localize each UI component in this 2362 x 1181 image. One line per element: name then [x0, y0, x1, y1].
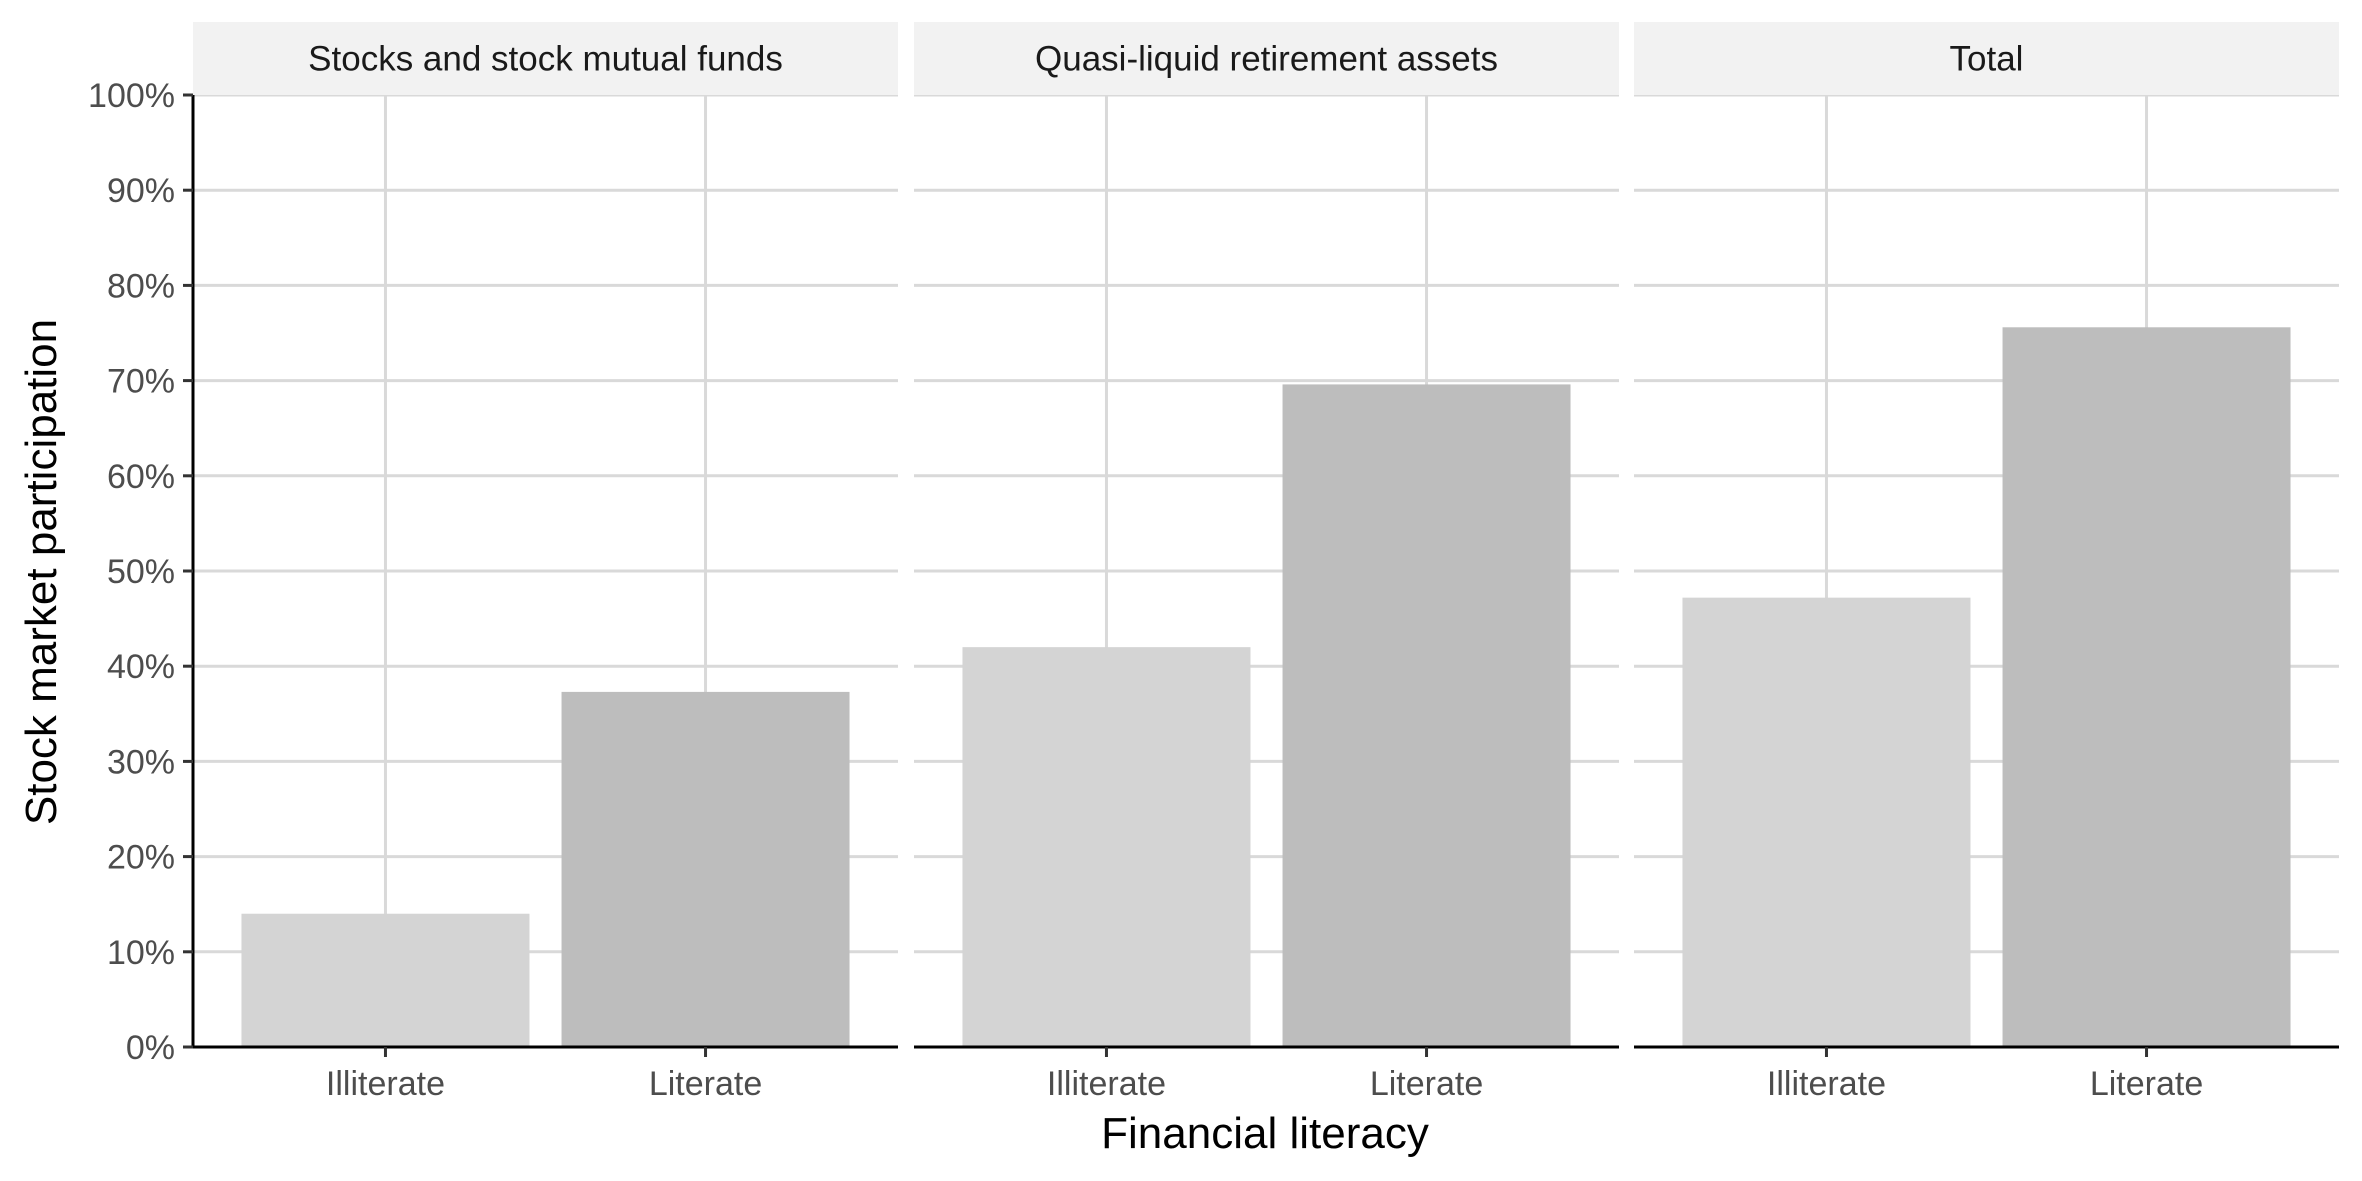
x-tick-label: Literate: [649, 1065, 762, 1103]
x-tick-label: Illiterate: [1047, 1065, 1166, 1103]
y-axis-title: Stock market participation: [17, 319, 66, 825]
facet-title: Quasi-liquid retirement assets: [1035, 40, 1498, 79]
facet-title: Stocks and stock mutual funds: [308, 40, 783, 79]
y-tick-label: 10%: [107, 934, 175, 972]
y-tick-labels: 0% 10% 20% 30% 40% 50% 60% 70% 80% 90% 100%: [88, 77, 175, 1067]
facet-strips: Stocks and stock mutual funds Quasi-liqui…: [193, 22, 2339, 95]
y-tick-label: 30%: [107, 743, 175, 781]
facet-strip: [193, 22, 898, 95]
y-tick-label: 90%: [107, 172, 175, 210]
bar-literate: [1282, 384, 1571, 1048]
x-tick-labels: Illiterate Literate Illiterate Literate Illi…: [326, 1065, 2203, 1103]
facet-strip: [914, 22, 1619, 95]
y-tick-label: 60%: [107, 458, 175, 496]
y-tick-label: 40%: [107, 648, 175, 686]
y-tick-label: 80%: [107, 267, 175, 305]
y-tick-label: 100%: [88, 77, 175, 115]
bar-illiterate: [1682, 597, 1971, 1047]
facet-strip: [1634, 22, 2339, 95]
y-tick-label: 0%: [126, 1029, 175, 1067]
y-tick-label: 70%: [107, 363, 175, 401]
bar-layer: [241, 327, 2291, 1048]
bar-illiterate: [241, 913, 530, 1047]
y-tick-label: 20%: [107, 839, 175, 877]
x-tick-label: Illiterate: [326, 1065, 445, 1103]
x-tick-label: Illiterate: [1767, 1065, 1886, 1103]
x-axis-title: Financial literacy: [1101, 1109, 1429, 1158]
bar-literate: [561, 691, 850, 1047]
x-tick-label: Literate: [2090, 1065, 2203, 1103]
bar-illiterate: [962, 647, 1251, 1047]
y-tick-label: 50%: [107, 553, 175, 591]
x-tick-label: Literate: [1370, 1065, 1483, 1103]
facet-title: Total: [1950, 40, 2024, 79]
axes: [183, 93, 2339, 1057]
bar-literate: [2002, 327, 2291, 1048]
